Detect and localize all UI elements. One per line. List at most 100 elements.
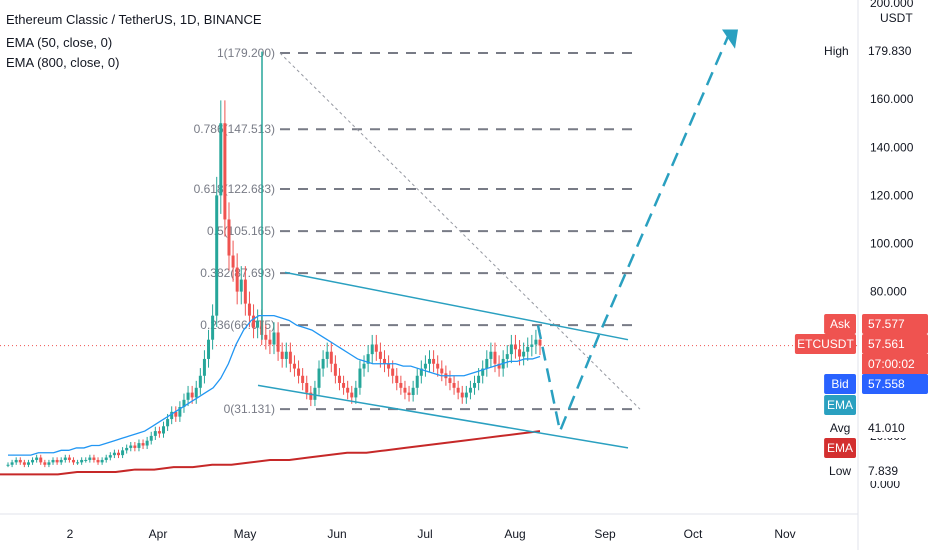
candle-body xyxy=(518,349,522,357)
candle-body xyxy=(436,363,440,369)
candle-body xyxy=(468,387,472,393)
candle-body xyxy=(423,363,427,369)
fib-level-label: 0.786(147.513) xyxy=(194,122,275,136)
candle-body xyxy=(129,445,133,448)
countdown-bg xyxy=(862,354,928,374)
ema50-line xyxy=(8,314,541,456)
candle-body xyxy=(96,459,100,463)
candle-body xyxy=(239,279,243,292)
candle-body xyxy=(166,419,170,427)
candle-body xyxy=(194,387,198,398)
candle-body xyxy=(391,368,395,376)
candle-body xyxy=(252,315,256,328)
candle-body xyxy=(35,457,39,460)
ema800-tag-label: EMA xyxy=(827,441,853,455)
low-tag-value: 7.839 xyxy=(868,464,898,478)
candle-body xyxy=(403,387,407,393)
channel-upper-line xyxy=(284,271,629,341)
y-tick-label: 120.000 xyxy=(870,188,914,202)
y-tick-label: 200.000 xyxy=(870,0,914,10)
candle-body xyxy=(59,459,63,463)
candle-body xyxy=(317,368,321,388)
last-price-tag-label: ETCUSDT xyxy=(797,337,854,351)
candle-body xyxy=(219,123,223,196)
channel-lower-line xyxy=(257,384,629,449)
candle-body xyxy=(342,382,346,388)
candle-body xyxy=(55,459,59,463)
avg-tag-label: Avg xyxy=(830,421,850,435)
candle-body xyxy=(337,375,341,383)
candle-body xyxy=(276,332,280,352)
candle-body xyxy=(485,358,489,369)
x-tick-label: Jun xyxy=(327,527,346,541)
last-price-tag-label-bg xyxy=(794,334,856,354)
candle-body xyxy=(26,462,30,465)
candle-body xyxy=(10,462,14,465)
candle-body xyxy=(235,267,239,292)
candle-body xyxy=(358,368,362,388)
candle-body xyxy=(153,431,157,436)
candle-body xyxy=(493,351,497,364)
candle-body xyxy=(207,339,211,359)
candle-body xyxy=(407,392,411,396)
high-tag-label-bg xyxy=(816,41,856,61)
ask-tag-value-bg xyxy=(862,314,928,334)
candle-body xyxy=(76,462,80,464)
candle-body xyxy=(505,354,509,359)
y-tick-label: 100.000 xyxy=(870,237,914,251)
candle-body xyxy=(31,459,35,463)
avg-tag-value-bg xyxy=(862,418,928,438)
candle-body xyxy=(256,320,260,328)
high-tag-value: 179.830 xyxy=(868,44,912,58)
x-tick-label: Aug xyxy=(504,527,525,541)
candle-body xyxy=(313,387,317,400)
candle-body xyxy=(305,382,309,393)
last-price-tag-value: 57.561 xyxy=(868,337,905,351)
candle-body xyxy=(350,392,354,398)
candle-body xyxy=(92,457,96,460)
bid-tag-value: 57.558 xyxy=(868,377,905,391)
x-tick-label: Jul xyxy=(417,527,432,541)
fib-level-label: 0.618(122.683) xyxy=(194,182,275,196)
candle-body xyxy=(215,195,219,316)
candle-body xyxy=(329,351,333,364)
x-tick-label: Apr xyxy=(149,527,168,541)
candle-body xyxy=(395,375,399,383)
candle-body xyxy=(51,459,55,463)
candle-body xyxy=(297,368,301,376)
ema800-legend: EMA (800, close, 0) xyxy=(6,55,120,70)
x-tick-label: May xyxy=(234,527,257,541)
ema50-tag-label-bg xyxy=(824,395,856,415)
candle-body xyxy=(133,445,137,448)
candle-body xyxy=(112,452,116,456)
candle-body xyxy=(162,426,166,434)
x-tick-label: Nov xyxy=(774,527,795,541)
candle-body xyxy=(473,382,477,388)
candle-body xyxy=(6,464,10,466)
candle-body xyxy=(67,457,71,460)
candle-body xyxy=(284,351,288,359)
bid-tag-label: Bid xyxy=(831,377,848,391)
candle-body xyxy=(116,452,120,456)
candle-body xyxy=(247,303,251,316)
candle-body xyxy=(292,363,296,369)
candle-body xyxy=(186,392,190,400)
candle-body xyxy=(489,351,493,359)
candle-body xyxy=(411,387,415,396)
candle-body xyxy=(170,411,174,420)
candle-body xyxy=(178,407,182,417)
projection-arrowhead xyxy=(722,29,738,49)
candle-body xyxy=(477,375,481,383)
candle-body xyxy=(84,459,88,461)
fib-trend-line xyxy=(279,52,641,410)
candle-body xyxy=(108,455,112,458)
candle-body xyxy=(448,378,452,383)
candle-body xyxy=(18,459,22,463)
candle-body xyxy=(71,459,75,463)
low-tag-label: Low xyxy=(829,464,851,478)
candle-body xyxy=(513,344,517,350)
x-tick-label: 2 xyxy=(67,527,74,541)
candle-body xyxy=(309,392,313,400)
candle-body xyxy=(280,351,284,359)
